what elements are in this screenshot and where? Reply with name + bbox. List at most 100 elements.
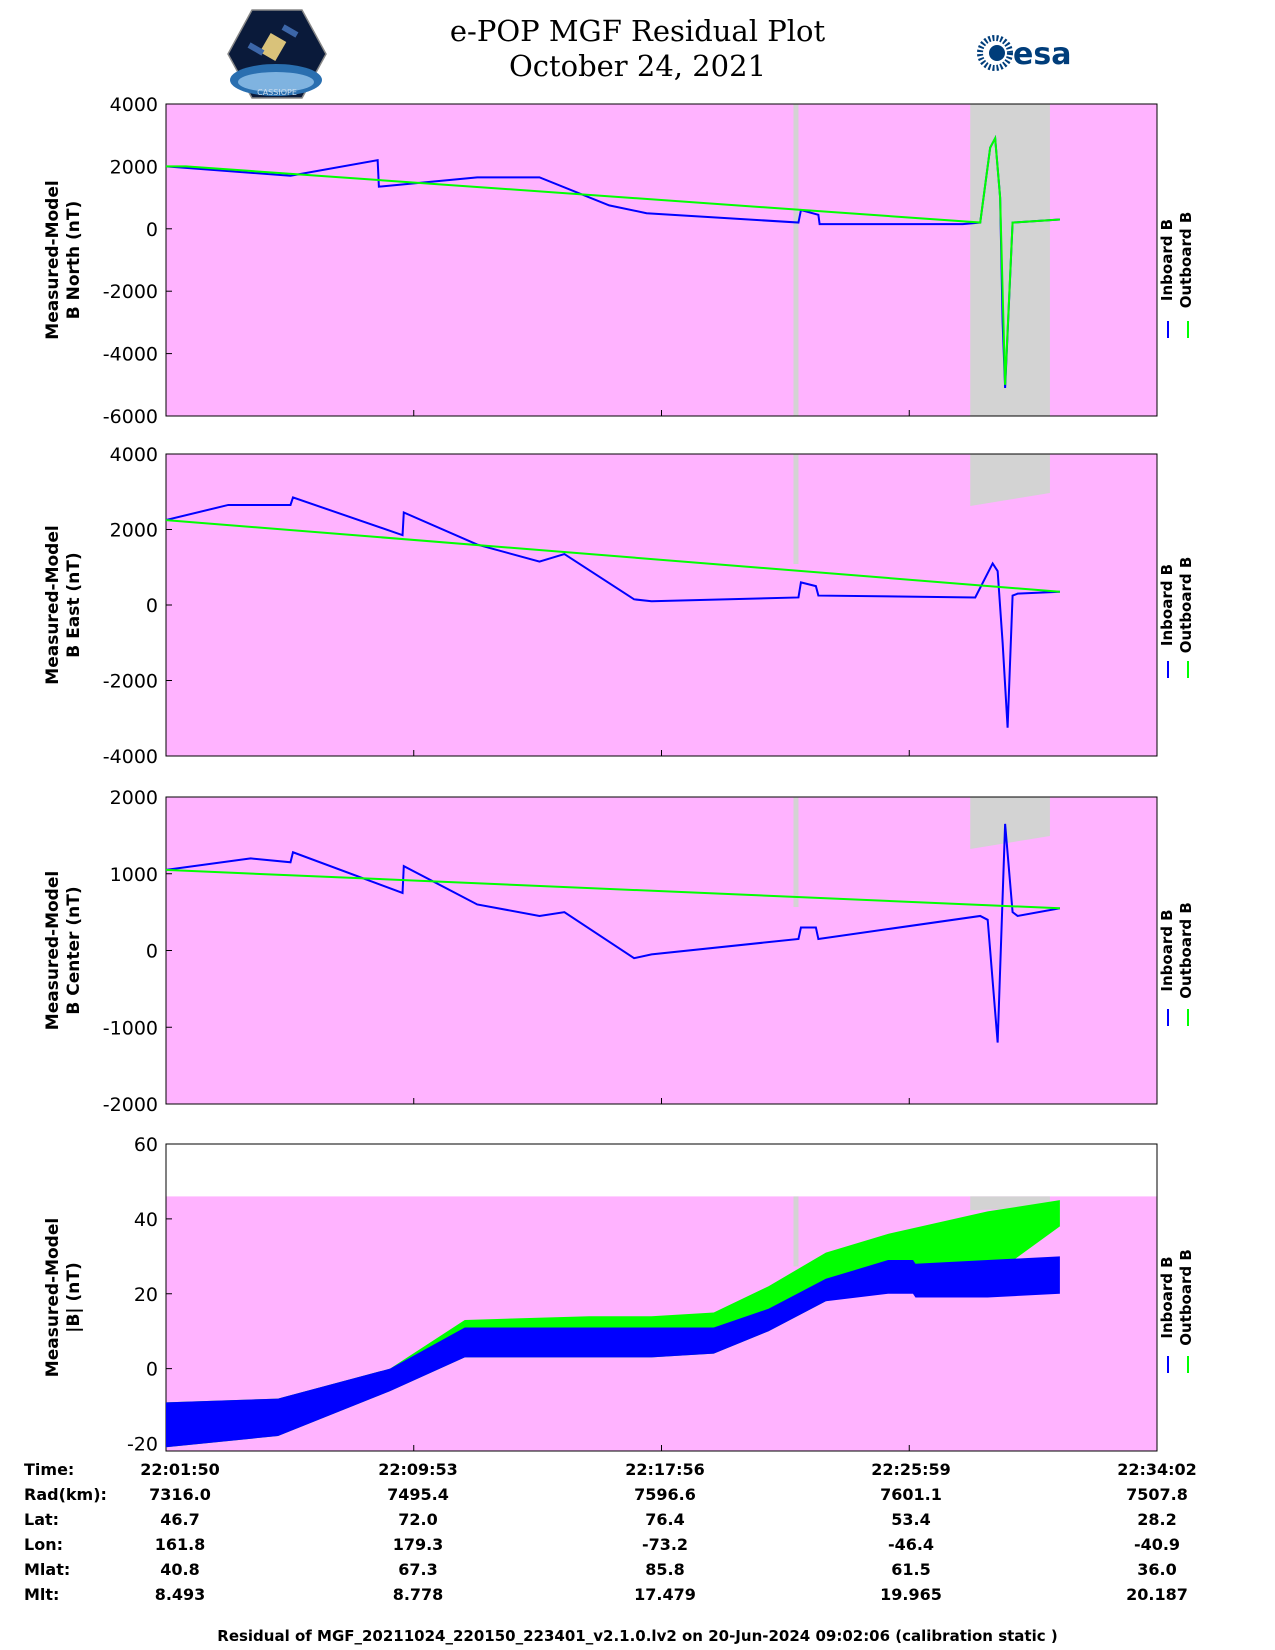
background-band bbox=[166, 454, 1157, 756]
ephemeris-row-mlt: Mlt: 8.493 8.778 17.479 19.965 20.187 bbox=[0, 1585, 1275, 1609]
y-axis-label-line: B North (nT) bbox=[64, 201, 84, 320]
residual-plots: 400020000-2000-4000-6000Measured-ModelB … bbox=[43, 94, 1195, 1456]
ephemeris-value: 76.4 bbox=[645, 1510, 685, 1529]
legend-labels: Inboard BOutboard B bbox=[1158, 557, 1195, 654]
ephemeris-row-radius: Rad(km): 7316.0 7495.4 7596.6 7601.1 750… bbox=[0, 1485, 1275, 1509]
y-tick-label: 2000 bbox=[110, 156, 158, 178]
data-gap-strip bbox=[793, 797, 799, 907]
ephemeris-value: 22:09:53 bbox=[378, 1460, 458, 1479]
legend-label-outboard: Outboard B bbox=[1177, 902, 1195, 999]
ephemeris-value: 8.493 bbox=[154, 1585, 206, 1604]
ephemeris-value: 8.778 bbox=[392, 1585, 444, 1604]
ephemeris-value: -40.9 bbox=[1133, 1535, 1181, 1554]
data-gap-strip bbox=[793, 1196, 799, 1267]
legend-label-outboard: Outboard B bbox=[1177, 557, 1195, 654]
ephemeris-value: -73.2 bbox=[641, 1535, 689, 1554]
y-tick-label: -20 bbox=[127, 1434, 158, 1456]
title-line-2: October 24, 2021 bbox=[508, 49, 767, 83]
cassiope-logo-text: CASSIOPE bbox=[257, 88, 297, 97]
y-axis-label: Measured-ModelB East (nT) bbox=[43, 525, 84, 684]
y-tick-label: -2000 bbox=[103, 671, 158, 693]
y-axis-label-line: Measured-Model bbox=[43, 525, 63, 684]
ephemeris-value: 46.7 bbox=[160, 1510, 200, 1529]
ephemeris-row-time: Time: 22:01:50 22:09:53 22:17:56 22:25:5… bbox=[0, 1460, 1275, 1484]
ephemeris-value: 28.2 bbox=[1137, 1510, 1177, 1529]
y-tick-label: -6000 bbox=[103, 406, 158, 428]
series-group bbox=[166, 823, 1061, 1043]
series-inboard-b bbox=[166, 823, 1061, 1043]
background-band bbox=[166, 797, 1157, 1104]
title-line-1: e-POP MGF Residual Plot bbox=[449, 14, 826, 48]
plot-title: e-POP MGF Residual Plot October 24, 2021 bbox=[0, 14, 1275, 84]
series-outboard-b bbox=[166, 868, 1060, 910]
series-outboard-b bbox=[166, 519, 1060, 593]
legend-label-inboard: Inboard B bbox=[1158, 219, 1176, 301]
series-inboard-b bbox=[166, 496, 1060, 728]
y-axis-label: Measured-ModelB Center (nT) bbox=[43, 871, 84, 1030]
data-gap-strip bbox=[793, 454, 799, 564]
ephemeris-value: 179.3 bbox=[392, 1535, 444, 1554]
y-tick-label: 0 bbox=[146, 219, 158, 241]
ephemeris-label: Lon: bbox=[24, 1535, 63, 1554]
legend-label-inboard: Inboard B bbox=[1158, 909, 1176, 991]
ephemeris-label: Mlt: bbox=[24, 1585, 60, 1604]
y-axis-label-line: Measured-Model bbox=[43, 1218, 63, 1377]
y-axis-label: Measured-ModelB North (nT) bbox=[43, 180, 84, 339]
ephemeris-label: Rad(km): bbox=[24, 1485, 107, 1504]
ephemeris-value: 7601.1 bbox=[880, 1485, 942, 1504]
y-tick-label: 4000 bbox=[110, 444, 158, 466]
legend-label-outboard: Outboard B bbox=[1177, 1249, 1195, 1346]
cassiope-logo: CASSIOPE bbox=[227, 9, 327, 99]
esa-logo: esa bbox=[977, 35, 1071, 72]
legend-label-outboard: Outboard B bbox=[1177, 212, 1195, 309]
y-axis-label-line: Measured-Model bbox=[43, 871, 63, 1030]
data-gap-strip bbox=[793, 104, 799, 416]
ephemeris-value: 22:01:50 bbox=[140, 1460, 220, 1479]
legend-label-inboard: Inboard B bbox=[1158, 1256, 1176, 1338]
ephemeris-value: 7316.0 bbox=[149, 1485, 211, 1504]
series-group bbox=[166, 1200, 1060, 1448]
legend-labels: Inboard BOutboard B bbox=[1158, 902, 1195, 999]
ephemeris-row-lat: Lat: 46.7 72.0 76.4 53.4 28.2 bbox=[0, 1510, 1275, 1534]
ephemeris-value: -46.4 bbox=[887, 1535, 935, 1554]
series-group bbox=[166, 134, 1060, 388]
legend-labels: Inboard BOutboard B bbox=[1158, 212, 1195, 309]
ephemeris-value: 22:25:59 bbox=[871, 1460, 951, 1479]
ephemeris-value: 20.187 bbox=[1126, 1585, 1188, 1604]
ephemeris-value: 61.5 bbox=[891, 1560, 931, 1579]
y-tick-label: 0 bbox=[146, 595, 158, 617]
panel-4: 60 40 20 0 -20 Measured-Model|B| (nT) Inboard … bbox=[43, 1134, 1195, 1456]
panel-3: 2000 1000 0 -1000 -2000 Measured-ModelB Cente… bbox=[43, 787, 1195, 1116]
ephemeris-label: Lat: bbox=[24, 1510, 60, 1529]
ephemeris-value: 67.3 bbox=[398, 1560, 438, 1579]
esa-logo-text: esa bbox=[1013, 37, 1071, 72]
data-gap-block bbox=[970, 454, 1050, 506]
ephemeris-row-lon: Lon: 161.8 179.3 -73.2 -46.4 -40.9 bbox=[0, 1535, 1275, 1559]
y-tick-label: -4000 bbox=[103, 746, 158, 768]
ephemeris-value: 22:17:56 bbox=[625, 1460, 705, 1479]
ephemeris-value: 85.8 bbox=[645, 1560, 685, 1579]
ephemeris-value: 36.0 bbox=[1137, 1560, 1177, 1579]
y-axis-label-line: B Center (nT) bbox=[64, 886, 84, 1014]
y-tick-label: 0 bbox=[146, 1359, 158, 1381]
panel-1: 4000 2000 0 -2000 -4000 -6000 Measured-ModelB … bbox=[43, 94, 1195, 428]
y-tick-label: 2000 bbox=[110, 787, 158, 809]
y-axis-label-line: Measured-Model bbox=[43, 180, 63, 339]
ephemeris-label: Time: bbox=[24, 1460, 75, 1479]
y-tick-label: 2000 bbox=[110, 520, 158, 542]
ephemeris-value: 40.8 bbox=[160, 1560, 200, 1579]
y-tick-label: -2000 bbox=[103, 281, 158, 303]
y-tick-label: 60 bbox=[134, 1134, 158, 1156]
ephemeris-value: 161.8 bbox=[154, 1535, 206, 1554]
y-axis-label-line: B East (nT) bbox=[64, 552, 84, 657]
ephemeris-value: 17.479 bbox=[634, 1585, 696, 1604]
legend-label-inboard: Inboard B bbox=[1158, 564, 1176, 646]
legend-labels: Inboard BOutboard B bbox=[1158, 1249, 1195, 1346]
data-gap-block bbox=[970, 797, 1050, 849]
y-tick-label: 40 bbox=[134, 1209, 158, 1231]
y-axis-label-line: |B| (nT) bbox=[64, 1262, 84, 1333]
footer-caption: Residual of MGF_20211024_220150_223401_v… bbox=[217, 1627, 1058, 1645]
y-axis-label: Measured-Model|B| (nT) bbox=[43, 1218, 84, 1377]
series-group bbox=[166, 496, 1060, 728]
y-tick-label: 1000 bbox=[110, 864, 158, 886]
